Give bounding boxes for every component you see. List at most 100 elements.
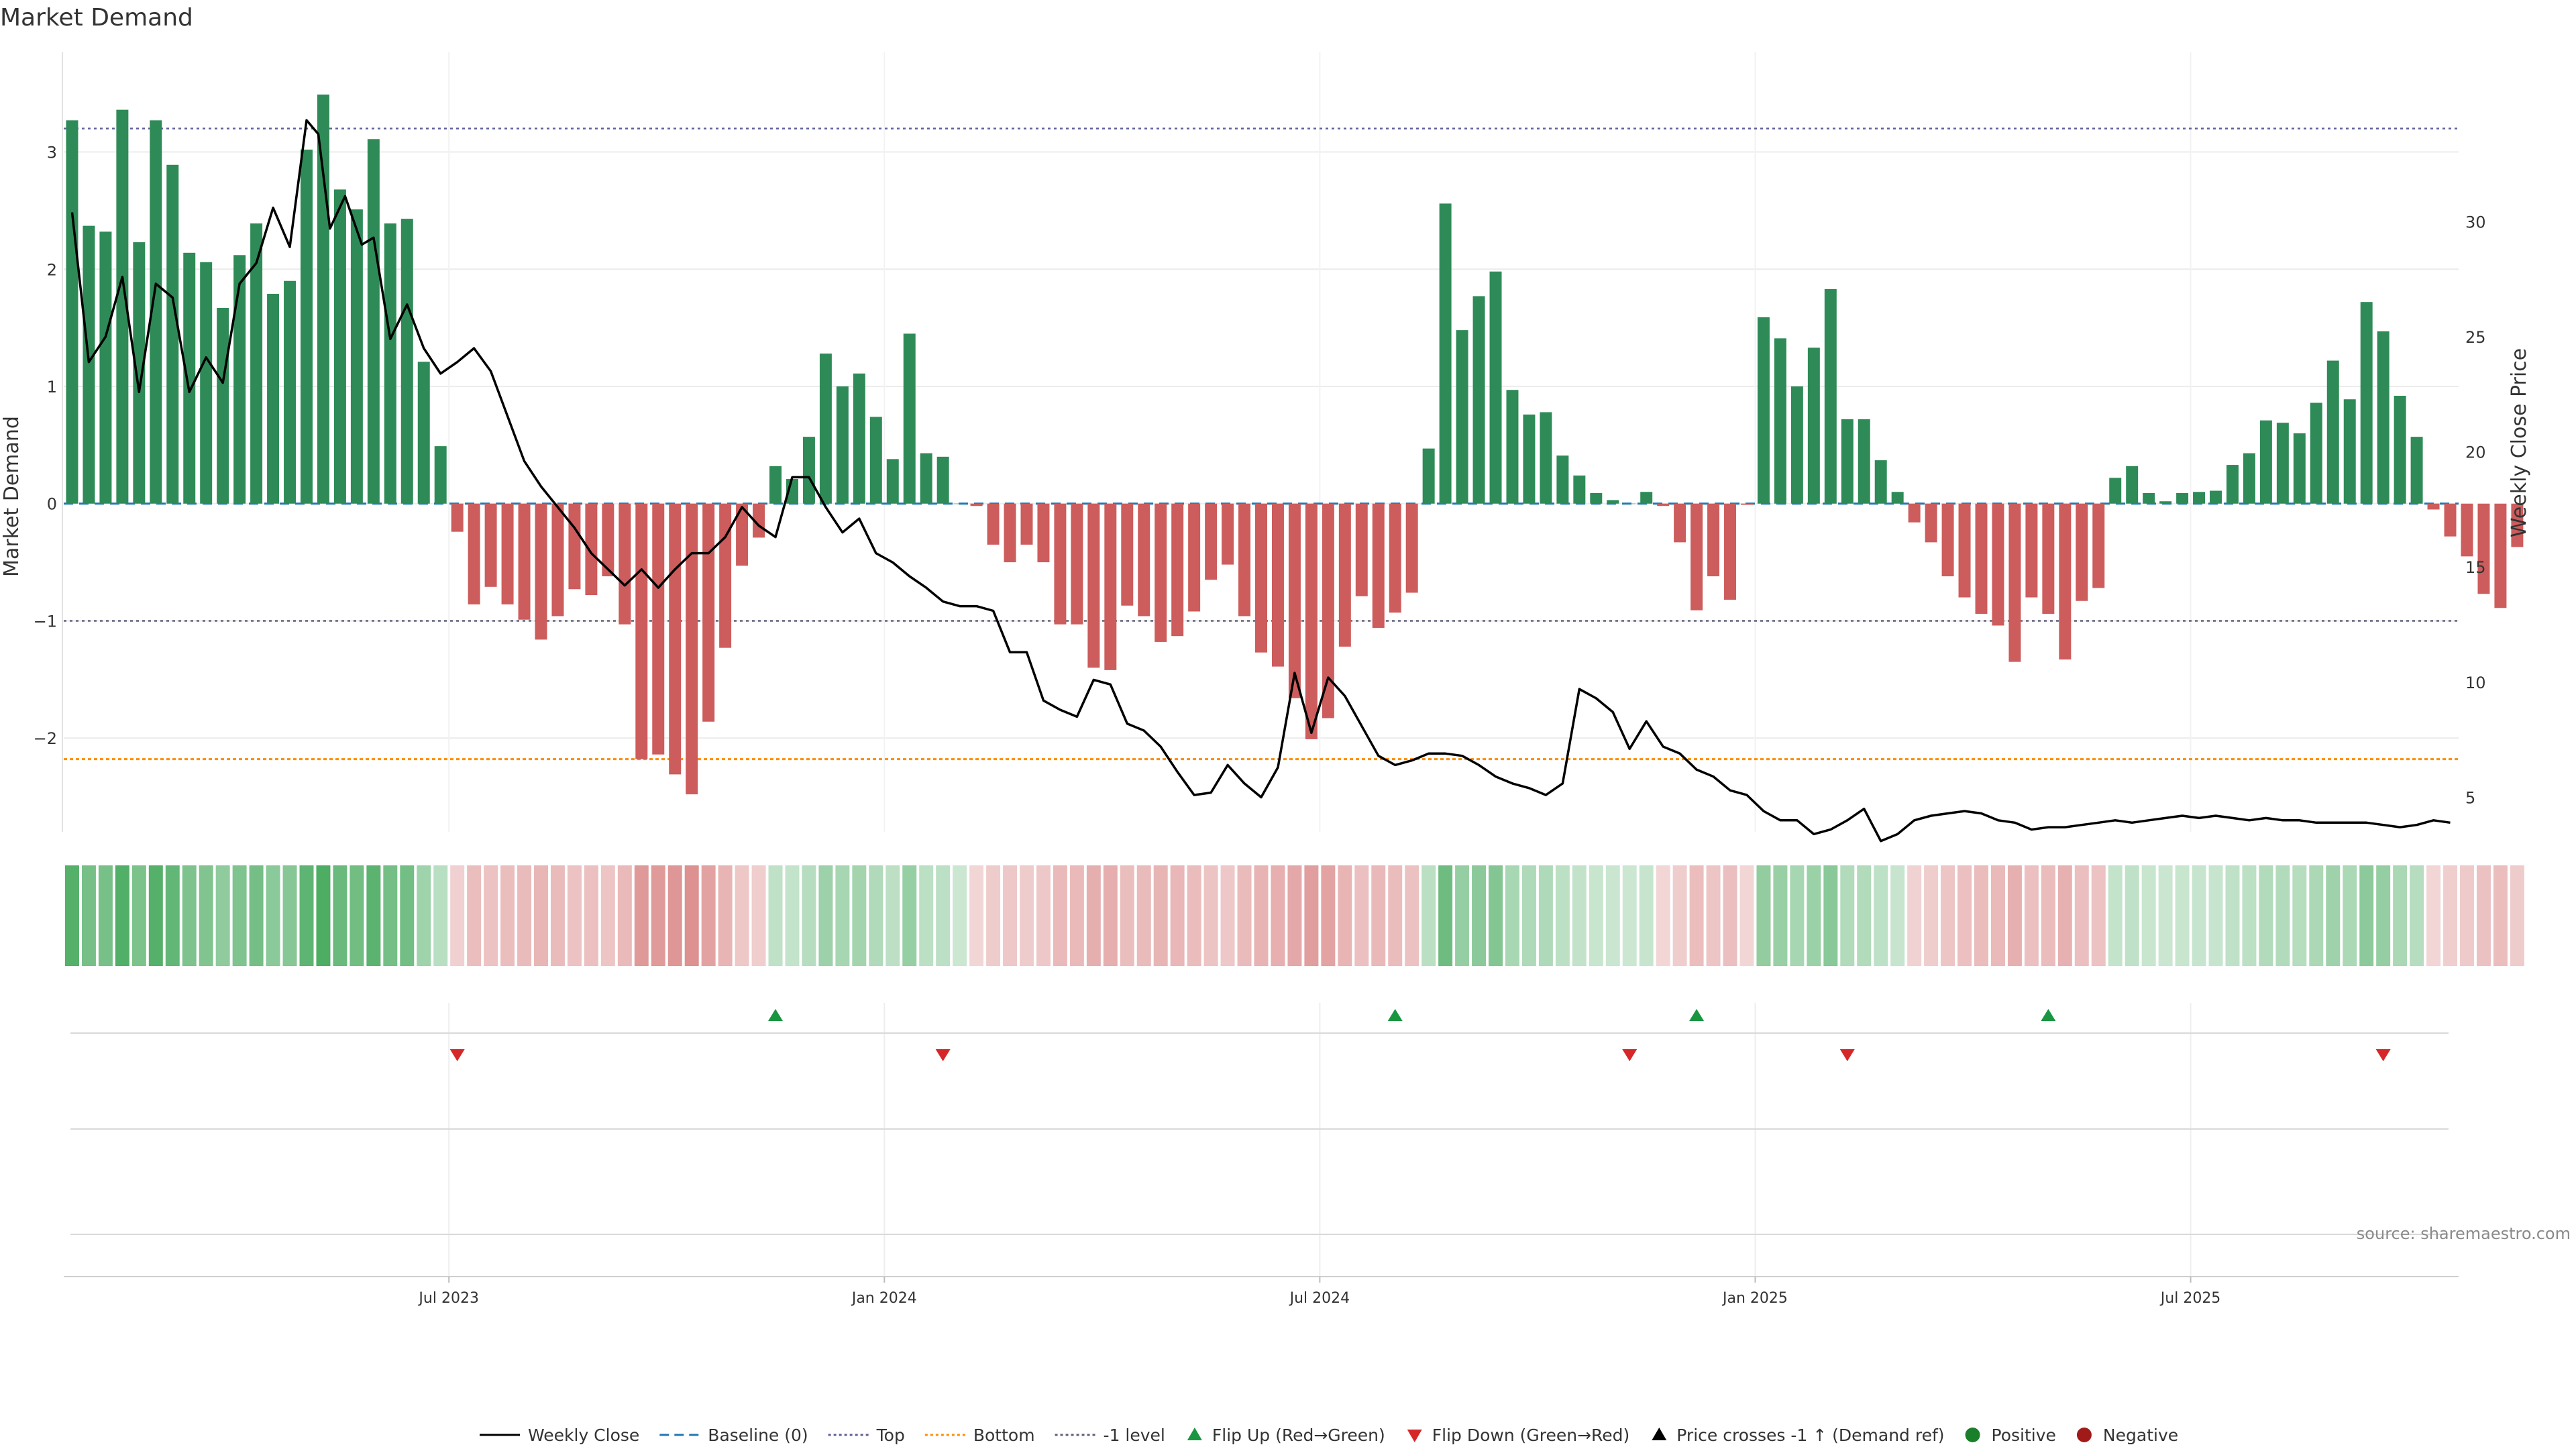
- demand-bar: [1657, 503, 1670, 506]
- demand-bar: [200, 262, 213, 504]
- demand-bar: [233, 255, 246, 504]
- weekly-close-line-group: [70, 119, 2451, 843]
- demand-bar: [1087, 503, 1100, 668]
- demand-bar: [1389, 503, 1401, 613]
- demand-bar: [1104, 503, 1117, 670]
- heat-cell: [617, 865, 632, 966]
- heat-cell: [2443, 865, 2458, 966]
- demand-bar: [1556, 455, 1569, 504]
- demand-bar: [2092, 503, 2105, 588]
- demand-bar: [2109, 478, 2122, 504]
- demand-bar: [1941, 503, 1954, 577]
- demand-bar: [1020, 503, 1033, 545]
- demand-bar: [669, 503, 682, 775]
- heat-cell: [1589, 865, 1603, 966]
- demand-bar: [1338, 503, 1351, 647]
- legend-label: Flip Down (Green→Red): [1432, 1426, 1630, 1445]
- demand-bar: [936, 456, 949, 504]
- heat-cell: [1421, 865, 1436, 966]
- x-tick-label: Jan 2024: [851, 1290, 917, 1307]
- legend-swatch: [1187, 1428, 1202, 1440]
- demand-bar: [417, 362, 430, 504]
- heat-cell: [869, 865, 883, 966]
- heat-cell: [1857, 865, 1872, 966]
- legend-label: Weekly Close: [528, 1426, 639, 1445]
- y2-tick-label: 15: [2465, 558, 2486, 577]
- demand-bar: [2042, 503, 2055, 614]
- demand-bar: [886, 459, 899, 504]
- flip-down-marker: [2375, 1049, 2391, 1061]
- heat-cell: [115, 865, 129, 966]
- demand-bar: [1841, 419, 1854, 504]
- legend-label: Price crosses -1 ↑ (Demand ref): [1676, 1426, 1944, 1445]
- demand-bar: [1523, 414, 1536, 504]
- demand-bar: [333, 189, 346, 504]
- heat-cell: [1203, 865, 1218, 966]
- flip-up-marker: [2041, 1009, 2056, 1021]
- demand-bar: [99, 231, 112, 504]
- heat-cell: [2024, 865, 2039, 966]
- demand-bar: [2059, 503, 2072, 660]
- demand-bar: [652, 503, 665, 755]
- heat-cell: [2426, 865, 2441, 966]
- heat-cell: [333, 865, 347, 966]
- heat-cell: [1723, 865, 1737, 966]
- heat-cell: [2108, 865, 2123, 966]
- demand-bar: [1037, 503, 1050, 563]
- demand-bars: [66, 94, 2524, 795]
- demand-bar: [2310, 402, 2322, 504]
- heat-cell: [1321, 865, 1336, 966]
- heat-cell: [1874, 865, 1888, 966]
- heat-cell: [919, 865, 934, 966]
- heat-cell: [751, 865, 766, 966]
- heat-cell: [1405, 865, 1419, 966]
- demand-bar: [2343, 399, 2356, 504]
- heat-cell: [81, 865, 96, 966]
- demand-bar: [1372, 503, 1385, 628]
- demand-bar: [970, 503, 983, 506]
- demand-bar: [1908, 503, 1921, 523]
- legend: Weekly Close Baseline (0) Top Bottom -1 leve…: [480, 1426, 2178, 1445]
- heat-cell: [2057, 865, 2072, 966]
- demand-bar: [317, 94, 329, 504]
- heat-cell: [182, 865, 197, 966]
- legend-label: Baseline (0): [708, 1426, 808, 1445]
- heat-cell: [2192, 865, 2206, 966]
- heat-cell: [2007, 865, 2022, 966]
- heat-cell: [584, 865, 598, 966]
- heat-cell: [1371, 865, 1386, 966]
- heat-cell: [366, 865, 381, 966]
- heat-cell: [2510, 865, 2524, 966]
- demand-bar: [2008, 503, 2021, 662]
- heat-cell: [1538, 865, 1553, 966]
- heat-cell: [2393, 865, 2408, 966]
- demand-bar: [2259, 420, 2272, 504]
- y-tick-label: −2: [34, 729, 57, 748]
- demand-bar: [702, 503, 715, 722]
- heat-cell: [2326, 865, 2341, 966]
- y2-tick-label: 30: [2465, 213, 2486, 231]
- demand-bar: [2226, 465, 2239, 504]
- demand-bar: [2360, 302, 2373, 504]
- demand-bar: [1222, 503, 1234, 565]
- demand-bar: [551, 503, 564, 616]
- y-tick-label: −1: [34, 612, 57, 631]
- demand-bar: [1707, 503, 1720, 577]
- demand-bar: [1472, 296, 1485, 504]
- legend-swatch: [1407, 1430, 1422, 1442]
- demand-bar: [1054, 503, 1067, 625]
- heat-cell: [1489, 865, 1503, 966]
- demand-bar: [1205, 503, 1218, 580]
- demand-bar: [987, 503, 1000, 545]
- heat-cell: [232, 865, 247, 966]
- heat-cell: [148, 865, 163, 966]
- heat-cell: [1472, 865, 1487, 966]
- demand-bar: [1640, 492, 1653, 504]
- heat-cell: [2493, 865, 2508, 966]
- heat-cell: [1790, 865, 1805, 966]
- demand-bar: [301, 150, 313, 504]
- demand-bar: [434, 446, 447, 504]
- heat-cell: [1254, 865, 1269, 966]
- heat-cell: [1890, 865, 1905, 966]
- demand-bar: [568, 503, 581, 590]
